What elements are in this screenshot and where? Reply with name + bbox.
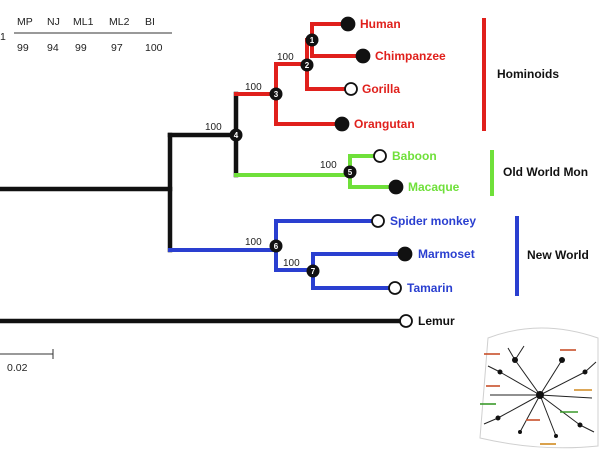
support-value-nj: 94 (47, 42, 59, 54)
support-value-bi: 100 (145, 42, 163, 54)
node-marker-7: 7 (306, 264, 320, 278)
baboon-tip-marker (373, 149, 387, 163)
group-label-new-world: New World (527, 248, 589, 262)
chimpanzee-tip-marker (355, 48, 371, 64)
lemur-tip-marker (399, 314, 413, 328)
taxon-chimpanzee: Chimpanzee (375, 49, 446, 63)
support-value-ml1: 99 (75, 42, 87, 54)
support-label-node5: 100 (320, 160, 337, 171)
gorilla-tip-marker (344, 82, 358, 96)
support-header-nj: NJ (47, 16, 60, 28)
hominoid-branches (234, 22, 364, 126)
scale-bar: 0.02 (0, 349, 54, 374)
group-brackets (482, 18, 519, 296)
group-label-old-world: Old World Mon (503, 165, 588, 179)
taxon-tamarin: Tamarin (407, 281, 453, 295)
node-marker-3: 3 (269, 87, 283, 101)
node-marker-1: 1 (305, 33, 319, 47)
node-number-6: 6 (274, 242, 279, 251)
taxon-orangutan: Orangutan (354, 117, 415, 131)
support-label-node3: 100 (245, 82, 262, 93)
human-tip-marker (340, 16, 356, 32)
support-header-ml2: ML2 (109, 16, 130, 28)
support-value-mp: 99 (17, 42, 29, 54)
marmoset-tip-marker (397, 246, 413, 262)
support-label-node6: 100 (245, 237, 262, 248)
taxon-gorilla: Gorilla (362, 82, 400, 96)
node-number-1: 1 (310, 36, 315, 45)
node-number-3: 3 (274, 90, 279, 99)
taxon-spider-monkey: Spider monkey (390, 214, 476, 228)
node-marker-5: 5 (343, 165, 357, 179)
taxon-macaque: Macaque (408, 180, 460, 194)
support-header-mp: MP (17, 16, 33, 28)
support-value-ml2: 97 (111, 42, 123, 54)
support-row-label: 1 (0, 31, 6, 43)
old-world-branches (234, 154, 398, 189)
spider-monkey-tip-marker (371, 214, 385, 228)
macaque-tip-marker (388, 179, 404, 195)
tree-thumbnail (474, 327, 600, 450)
taxon-marmoset: Marmoset (418, 247, 475, 261)
taxon-human: Human (360, 17, 401, 31)
orangutan-tip-marker (334, 116, 350, 132)
support-label-node4: 100 (205, 122, 222, 133)
tamarin-tip-marker (388, 281, 402, 295)
node-number-5: 5 (348, 168, 353, 177)
support-labels: 100 100 100 100 100 100 (205, 52, 337, 269)
support-header-bi: BI (145, 16, 155, 28)
support-table: 1 MP NJ ML1 ML2 BI 99 94 99 97 100 (0, 16, 172, 54)
group-labels: Hominoids Old World Mon New World (497, 67, 589, 262)
taxon-labels: Human Chimpanzee Gorilla Orangutan Baboo… (354, 17, 476, 328)
tip-markers (334, 16, 413, 328)
support-label-node7: 100 (283, 258, 300, 269)
node-markers: 1 2 3 4 5 6 7 (229, 33, 357, 278)
support-header-ml1: ML1 (73, 16, 94, 28)
node-marker-6: 6 (269, 239, 283, 253)
node-number-4: 4 (234, 131, 239, 140)
support-label-node2: 100 (277, 52, 294, 63)
node-number-7: 7 (311, 267, 316, 276)
node-marker-2: 2 (300, 58, 314, 72)
taxon-baboon: Baboon (392, 149, 437, 163)
new-world-branches (168, 219, 406, 290)
node-number-2: 2 (305, 61, 310, 70)
node-marker-4: 4 (229, 128, 243, 142)
group-label-hominoids: Hominoids (497, 67, 559, 81)
scale-bar-label: 0.02 (7, 362, 28, 374)
taxon-lemur: Lemur (418, 314, 455, 328)
